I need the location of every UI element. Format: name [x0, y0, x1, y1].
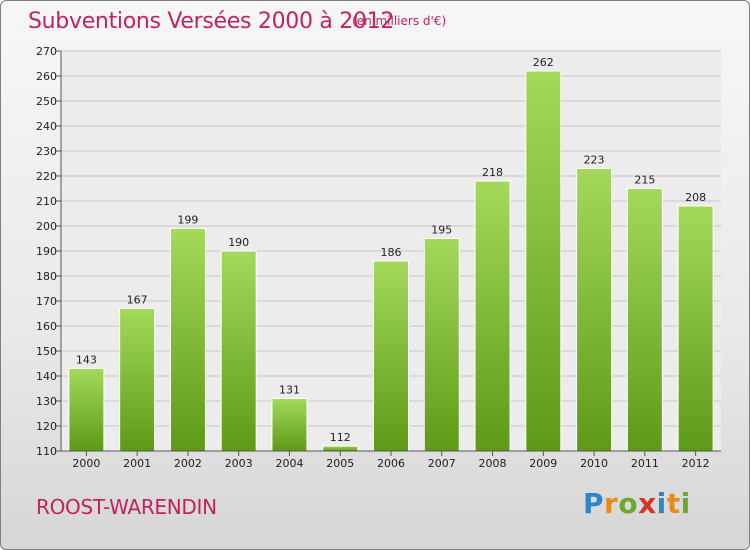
- x-tick-label: 2011: [631, 457, 659, 470]
- y-tick-label: 180: [36, 270, 57, 283]
- bar: [677, 205, 714, 452]
- x-tick-label: 2002: [174, 457, 202, 470]
- bar-chart: 143167199190131112186195218262223215208 …: [36, 45, 721, 470]
- y-tick-label: 190: [36, 245, 57, 258]
- x-tick-label: 2007: [428, 457, 456, 470]
- y-tick-label: 230: [36, 145, 57, 158]
- y-tick-label: 250: [36, 95, 57, 108]
- data-label: 262: [533, 56, 554, 69]
- bar: [576, 168, 613, 452]
- bar: [322, 445, 359, 452]
- location-name: ROOST-WARENDIN: [36, 495, 217, 519]
- bar: [68, 368, 105, 452]
- bar: [373, 260, 409, 452]
- data-label: 223: [584, 154, 605, 167]
- y-tick-label: 270: [36, 45, 57, 58]
- x-tick-label: 2000: [72, 457, 100, 470]
- bar: [626, 188, 663, 452]
- y-tick-label: 210: [36, 195, 57, 208]
- data-label: 208: [685, 191, 706, 204]
- y-tick-label: 120: [36, 420, 57, 433]
- x-tick-label: 2003: [225, 457, 253, 470]
- data-label: 143: [76, 354, 97, 367]
- y-tick-label: 150: [36, 345, 57, 358]
- bar: [271, 398, 308, 452]
- chart-subtitle: (en milliers d'€): [352, 14, 447, 28]
- x-tick-label: 2005: [326, 457, 354, 470]
- x-tick-label: 2010: [580, 457, 608, 470]
- data-label: 167: [127, 294, 148, 307]
- data-label: 190: [228, 236, 249, 249]
- bar: [525, 70, 562, 452]
- proxiti-logo: Proxiti: [583, 487, 691, 520]
- bar: [423, 238, 460, 452]
- y-tick-label: 220: [36, 170, 57, 183]
- x-tick-label: 2008: [479, 457, 507, 470]
- bar: [119, 308, 156, 452]
- data-label: 218: [482, 166, 503, 179]
- y-tick-label: 130: [36, 395, 57, 408]
- data-label: 199: [177, 214, 198, 227]
- y-tick-label: 200: [36, 220, 57, 233]
- bar: [169, 228, 206, 452]
- chart-title: Subventions Versées 2000 à 2012: [28, 9, 395, 34]
- y-tick-label: 240: [36, 120, 57, 133]
- y-tick-label: 170: [36, 295, 57, 308]
- y-tick-label: 140: [36, 370, 57, 383]
- y-tick-label: 160: [36, 320, 57, 333]
- x-tick-label: 2001: [123, 457, 151, 470]
- x-tick-label: 2012: [682, 457, 710, 470]
- data-label: 195: [431, 224, 452, 237]
- y-tick-label: 110: [36, 445, 57, 458]
- bar: [220, 250, 257, 452]
- bar: [474, 180, 511, 452]
- data-label: 186: [381, 246, 402, 259]
- x-tick-label: 2006: [377, 457, 405, 470]
- y-tick-label: 260: [36, 70, 57, 83]
- data-label: 215: [634, 174, 655, 187]
- data-label: 112: [330, 431, 351, 444]
- x-tick-label: 2004: [275, 457, 303, 470]
- data-label: 131: [279, 384, 300, 397]
- x-tick-label: 2009: [529, 457, 557, 470]
